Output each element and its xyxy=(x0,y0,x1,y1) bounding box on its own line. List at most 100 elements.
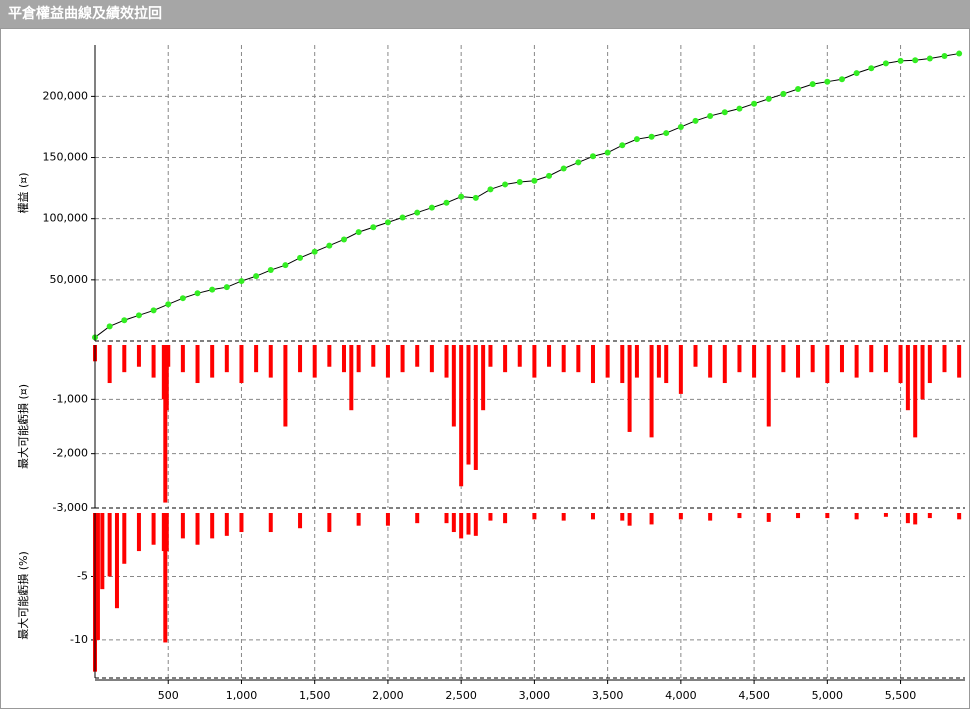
drawdown-bar xyxy=(164,345,169,411)
drawdown-bar xyxy=(898,345,903,384)
drawdown-bar xyxy=(473,345,478,470)
y-tick-label: -3,000 xyxy=(53,501,88,514)
equity-point xyxy=(692,117,699,124)
equity-point xyxy=(502,181,509,188)
equity-point xyxy=(340,236,347,243)
equity-point xyxy=(399,214,406,221)
drawdown-bar xyxy=(693,345,698,367)
drawdown-bar xyxy=(415,513,420,524)
equity-point xyxy=(736,105,743,112)
drawdown-bar xyxy=(766,513,771,522)
drawdown-bar xyxy=(239,513,244,533)
drawdown-bar xyxy=(151,345,156,378)
drawdown-bar xyxy=(913,345,918,438)
drawdown-bar xyxy=(180,513,185,539)
equity-point xyxy=(633,136,640,143)
equity-point xyxy=(414,209,421,216)
y-tick-label: 200,000 xyxy=(43,89,89,102)
equity-point xyxy=(443,199,450,206)
drawdown-bar xyxy=(429,345,434,373)
drawdown-bar xyxy=(839,345,844,373)
drawdown-bar xyxy=(796,345,801,378)
drawdown-bar xyxy=(766,345,771,427)
drawdown-bar xyxy=(371,345,376,367)
drawdown-bar xyxy=(180,345,185,373)
drawdown-bar xyxy=(905,513,910,524)
drawdown-bar xyxy=(605,345,610,378)
drawdown-bar xyxy=(883,513,888,517)
equity-point xyxy=(297,254,304,261)
drawdown-bar xyxy=(576,345,581,373)
drawdown-bar xyxy=(136,513,141,552)
drawdown-bar xyxy=(627,513,632,526)
drawdown-bar xyxy=(100,513,105,590)
drawdown-bar xyxy=(349,345,354,411)
equity-point xyxy=(546,172,553,179)
drawdown-bar xyxy=(920,345,925,400)
drawdown-bar xyxy=(224,345,229,373)
equity-point xyxy=(428,204,435,211)
drawdown-bar xyxy=(905,345,910,411)
y-axis-label: 最大可能虧損 (%) xyxy=(16,551,30,640)
equity-point xyxy=(721,109,728,116)
drawdown-bar xyxy=(195,345,200,384)
drawdown-bar xyxy=(620,345,625,384)
drawdown-bar xyxy=(869,345,874,373)
drawdown-bar xyxy=(634,345,639,378)
equity-point xyxy=(838,76,845,83)
drawdown-bar xyxy=(810,345,815,373)
x-tick-label: 5,500 xyxy=(885,689,917,702)
drawdown-bar xyxy=(883,345,888,373)
equity-point xyxy=(106,323,113,330)
equity-point xyxy=(604,149,611,156)
drawdown-bar xyxy=(854,513,859,520)
equity-point xyxy=(282,262,289,269)
drawdown-bar xyxy=(164,513,169,552)
drawdown-bar xyxy=(503,513,508,524)
equity-point xyxy=(355,229,362,236)
drawdown-bar xyxy=(649,345,654,438)
x-tick-label: 1,500 xyxy=(299,689,331,702)
drawdown-bar xyxy=(107,513,112,577)
drawdown-bar xyxy=(678,513,683,520)
equity-point xyxy=(238,278,245,285)
drawdown-bar xyxy=(781,345,786,373)
drawdown-bar xyxy=(913,513,918,525)
x-tick-label: 1,000 xyxy=(226,689,258,702)
drawdown-bar xyxy=(136,345,141,367)
x-tick-label: 5,000 xyxy=(812,689,844,702)
drawdown-bar xyxy=(473,513,478,536)
equity-point xyxy=(209,286,216,293)
equity-point xyxy=(795,86,802,93)
drawdown-bar xyxy=(532,513,537,520)
drawdown-bar xyxy=(752,345,757,378)
equity-point xyxy=(458,193,465,200)
drawdown-bar xyxy=(254,345,259,373)
equity-point xyxy=(179,295,186,302)
drawdown-bar xyxy=(298,513,303,529)
drawdown-bar xyxy=(561,513,566,521)
drawdown-bar xyxy=(341,345,346,373)
y-tick-label: -1,000 xyxy=(53,392,88,405)
drawdown-bar xyxy=(210,513,215,539)
equity-point xyxy=(150,307,157,314)
drawdown-bar xyxy=(298,345,303,373)
equity-point xyxy=(648,133,655,140)
equity-point xyxy=(780,90,787,97)
drawdown-bar xyxy=(268,345,273,378)
equity-point xyxy=(707,112,714,119)
equity-point xyxy=(912,57,919,64)
equity-point xyxy=(384,219,391,226)
equity-point xyxy=(677,123,684,130)
equity-point xyxy=(882,60,889,67)
equity-point xyxy=(809,81,816,88)
equity-point xyxy=(941,53,948,60)
drawdown-bar xyxy=(451,513,456,533)
drawdown-bar xyxy=(210,345,215,378)
drawdown-bar xyxy=(444,513,449,524)
equity-point xyxy=(853,70,860,77)
drawdown-bar xyxy=(708,513,713,521)
drawdown-bar xyxy=(825,345,830,384)
drawdown-bar xyxy=(327,513,332,533)
drawdown-bar xyxy=(107,345,112,384)
